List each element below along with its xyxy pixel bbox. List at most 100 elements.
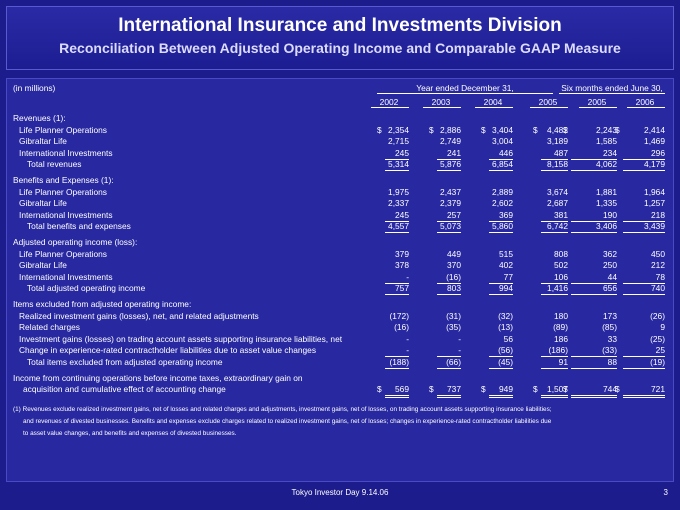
row-label: Realized investment gains (losses), net,… [19,310,259,321]
table-cell: (16) [437,272,461,284]
table-cell: 740 [623,283,665,296]
table-cell: 3,004 [492,136,513,147]
page-number: 3 [663,488,668,497]
table-cell: - [385,345,409,358]
table-cell: 515 [499,248,513,259]
section-heading: Adjusted operating income (loss): [13,237,138,247]
table-cell: 1,257 [644,198,665,209]
year-rule [627,107,665,108]
table-cell: 2,687 [547,198,568,209]
row-label: Life Planner Operations [19,124,107,135]
table-cell: 450 [651,248,665,259]
table-cell: 2,715 [388,136,409,147]
table-cell: 3,439 [623,221,665,234]
table-cell: 218 [623,210,665,222]
table-cell: 245 [385,210,409,222]
table-cell: (186) [541,345,568,358]
table-cell: (16) [394,322,409,333]
final-row-label: Income from continuing operations before… [13,372,303,383]
table-cell: 1,469 [644,136,665,147]
dollar-sign: $ [533,384,538,395]
row-label: Life Planner Operations [19,186,107,197]
table-cell: 4,062 [571,159,617,172]
reconciliation-table: (in millions) Year ended December 31, Si… [6,78,674,482]
final-cell: 569 [385,384,409,399]
table-cell: 502 [554,260,568,271]
dollar-sign: $ [481,124,486,135]
table-cell: 190 [571,210,617,222]
table-cell: 1,335 [596,198,617,209]
year-header: 2006 [635,97,655,107]
year-header: 2002 [379,97,399,107]
table-cell: 77 [489,272,513,284]
row-label: Life Planner Operations [19,248,107,259]
table-cell: 2,889 [492,186,513,197]
table-cell: 8,158 [541,159,568,172]
section-heading: Revenues (1): [13,113,66,123]
dollar-sign: $ [429,384,434,395]
dollar-sign: $ [615,384,620,395]
table-cell: 186 [554,333,568,344]
table-cell: 25 [623,345,665,358]
footer-text: Tokyo Investor Day 9.14.06 [291,488,389,497]
table-cell: 369 [489,210,513,222]
table-cell: 487 [541,148,568,160]
page-title: International Insurance and Investments … [118,15,562,36]
section-heading: Items excluded from adjusted operating i… [13,299,192,309]
table-cell: 3,189 [547,136,568,147]
table-cell: 91 [541,357,568,369]
table-cell: (188) [385,357,409,369]
year-rule [475,107,513,108]
table-cell: (45) [489,357,513,369]
final-cell: 721 [623,384,665,399]
table-cell: 1,964 [644,186,665,197]
table-cell: 250 [603,260,617,271]
table-cell: 5,314 [385,159,409,172]
table-cell: 362 [603,248,617,259]
table-cell: 56 [503,333,513,344]
table-cell: 6,854 [489,159,513,172]
table-cell: - [458,333,461,344]
row-label: Gibraltar Life [19,260,67,271]
table-cell: (26) [650,310,665,321]
table-cell: 78 [623,272,665,284]
year-rule [579,107,617,108]
year-header: 2005 [587,97,607,107]
table-cell: 6,742 [541,221,568,234]
table-cell: 2,437 [440,186,461,197]
dollar-sign: $ [377,384,382,395]
row-label: Related charges [19,322,80,333]
dollar-sign: $ [429,124,434,135]
table-cell: (13) [498,322,513,333]
table-cell: - [437,345,461,358]
table-cell: 1,975 [388,186,409,197]
page-subtitle: Reconciliation Between Adjusted Operatin… [59,40,621,56]
table-cell: (89) [553,322,568,333]
dollar-sign: $ [481,384,486,395]
table-cell: 656 [571,283,617,296]
table-cell: 234 [571,148,617,160]
table-cell: 4,179 [623,159,665,172]
table-cell: 808 [554,248,568,259]
dollar-sign: $ [533,124,538,135]
table-cell: 4,557 [385,221,409,234]
table-cell: 5,876 [437,159,461,172]
table-cell: 3,674 [547,186,568,197]
table-cell: (31) [446,310,461,321]
total-row-label: Total benefits and expenses [27,221,131,232]
table-cell: 2,602 [492,198,513,209]
final-cell: 1,507 [541,384,568,399]
table-cell: 2,886 [440,124,461,135]
table-cell: 5,860 [489,221,513,234]
table-cell: 757 [385,283,409,296]
table-cell: 180 [554,310,568,321]
year-header: 2003 [431,97,451,107]
table-cell: 296 [623,148,665,160]
title-banner: International Insurance and Investments … [6,6,674,70]
row-label: International Investments [19,147,113,158]
table-cell: (33) [571,345,617,358]
row-label: Change in experience-rated contractholde… [19,345,317,356]
year-header: 2004 [483,97,503,107]
row-label: Investment gains (losses) on trading acc… [19,333,343,344]
table-cell: 446 [489,148,513,160]
